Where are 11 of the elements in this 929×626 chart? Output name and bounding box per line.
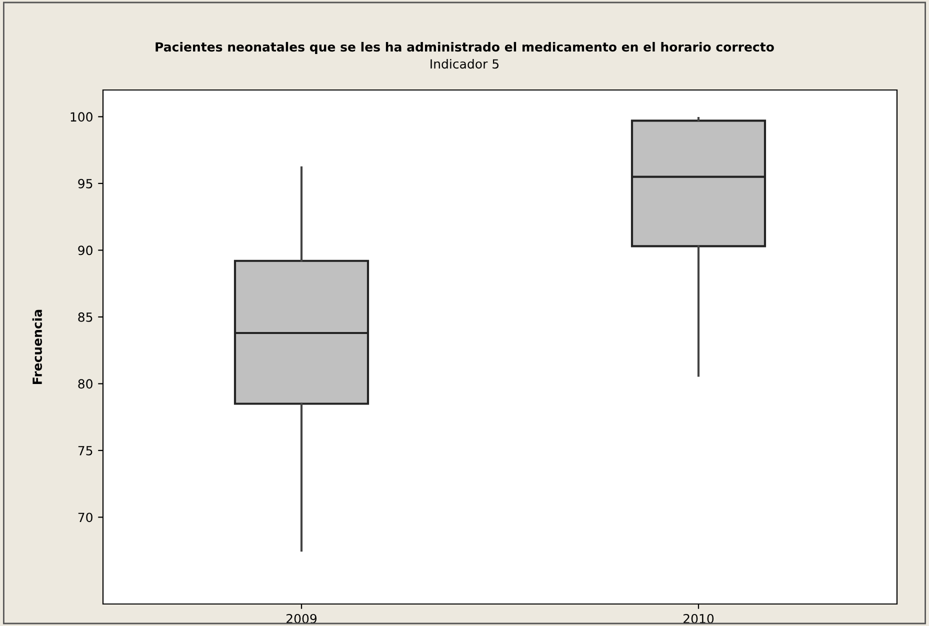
y-tick-label: 80 bbox=[78, 379, 92, 389]
y-axis-title: Frecuencia bbox=[32, 310, 42, 384]
y-tick-label: 85 bbox=[78, 312, 92, 322]
y-tick-label: 95 bbox=[78, 178, 92, 188]
y-tick-label: 70 bbox=[78, 512, 92, 522]
y-tick-label: 75 bbox=[78, 446, 92, 456]
chart-title: Pacientes neonatales que se les ha administrado el medicamento en el horario correcto bbox=[156, 42, 774, 54]
x-tick-label: 2009 bbox=[286, 614, 317, 624]
y-tick-label: 90 bbox=[78, 246, 92, 256]
y-tick-label: 100 bbox=[70, 112, 92, 122]
chart-subtitle: Indicador 5 bbox=[430, 58, 499, 69]
